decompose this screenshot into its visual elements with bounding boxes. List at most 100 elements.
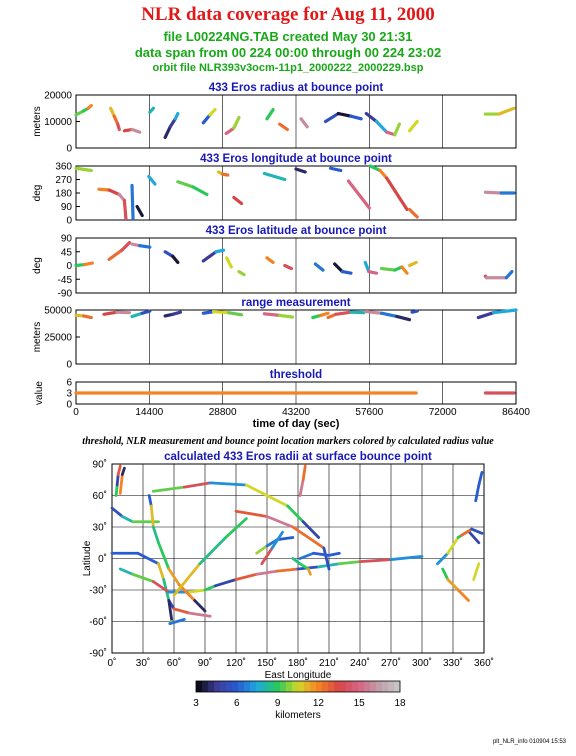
y-tick-label: 270 [55,175,72,186]
map-track-segment [110,506,124,518]
lon-tick-label: 240˚ [350,657,370,669]
y-tick-label: 6 [66,378,72,389]
data-segment [82,314,93,320]
data-segment [368,164,382,173]
y-tick-label: 0 [66,216,72,227]
colorbar-cell [202,681,209,692]
map-track-segment [255,544,269,555]
map-track-segment [157,541,171,571]
lon-tick-label: 210˚ [319,657,339,669]
data-segment [400,265,409,275]
lon-tick-label: 330˚ [443,657,463,669]
data-segment [107,248,124,261]
data-segment [130,183,135,221]
map-track-segment [193,599,207,613]
data-segment [74,166,93,173]
data-segment [102,310,119,316]
map-track-segment [157,562,166,581]
map-track-segment [167,599,174,623]
colorbar-cell [340,681,347,692]
data-segment [130,311,144,319]
colorbar-cell [214,681,221,692]
colorbar-cell [328,681,335,692]
colorbar-cell [352,681,359,692]
panel-title: threshold [270,369,322,381]
colorbar-cell [364,681,371,692]
map-track-segment [301,520,321,539]
data-segment [318,311,330,317]
lon-tick-label: 150˚ [257,657,277,669]
colorbar-cell [244,681,251,692]
data-segment [483,190,503,195]
lon-tick-label: 30˚ [136,657,150,669]
y-tick-label: 90 [61,202,73,213]
y-tick-label: 45 [61,247,73,258]
colorbar-cell [316,681,323,692]
data-segment [407,260,418,268]
lon-tick-label: 360˚ [474,657,494,669]
colorbar-cell [256,681,263,692]
data-segment [407,207,419,219]
colorbar-cell [376,681,383,692]
map-track-segment [322,546,331,571]
data-segment [379,311,399,319]
colorbar-cell [334,681,341,692]
colorbar-label: kilometers [275,710,321,721]
map-track-segment [131,572,155,583]
map-track-segment [477,470,484,487]
map-track-segment [115,473,120,487]
panel-title: 433 Eros latitude at bounce point [206,225,387,237]
lon-tick-label: 0˚ [108,657,117,669]
map-track-segment [358,558,393,564]
lat-lon-map: 0˚ 30˚ 60˚ 90˚ 120˚ 150˚ 180˚ 210˚ 240˚ 270˚ 300˚ 3… [82,451,494,681]
data-segment [211,310,231,315]
map-track-segment [244,483,290,508]
colorbar-cell [304,681,311,692]
data-segment [364,111,379,124]
data-segment [334,310,353,316]
colorbar-cell [208,681,215,692]
map-track-segment [208,481,248,487]
data-segment [329,166,343,173]
data-segment [333,262,344,274]
data-segment [232,195,244,206]
x-tick-label: 0 [73,407,79,418]
lon-tick-label: 60˚ [167,657,181,669]
data-segment [237,270,246,277]
figure-title: NLR data coverage for Aug 11, 2000 [141,4,435,25]
x-tick-label: 57600 [355,407,383,418]
data-segment [138,244,152,249]
data-segment [83,261,94,267]
colorbar-frame [195,680,401,693]
colorbar-tick-label: 12 [313,698,325,709]
map-ylabel: Latitude [82,540,93,576]
data-segment [97,187,111,192]
colorbar-tick-label: 15 [354,698,366,709]
colorbar-cell [268,681,275,692]
lon-tick-label: 270˚ [381,657,401,669]
map-track-segment [459,527,474,537]
lon-tick-label: 180˚ [288,657,308,669]
map-track-segment [275,567,300,573]
file-info: file L00224NG.TAB created May 30 21:31 [163,29,413,44]
lon-tick-label: 120˚ [226,657,246,669]
data-segment [393,122,401,137]
map-track-segment [151,580,171,594]
map-track-segment [441,567,450,581]
data-segment [491,308,518,315]
map-track-segment [474,483,481,503]
map-track-segment [337,560,362,566]
panel-ylabel: meters [32,106,43,137]
y-tick-label: 90 [61,234,73,245]
map-track-segment [234,572,259,581]
y-tick-label: 0 [66,144,72,155]
data-segment [148,106,156,114]
data-segment [313,262,325,272]
x-tick-label: 86400 [502,407,530,418]
y-tick-label: 0 [66,360,72,371]
map-track-segment [291,557,302,566]
data-segment [407,119,419,133]
map-track-segment [265,515,295,529]
y-tick-label: 0 [66,261,72,272]
map-track-segment [149,504,155,529]
